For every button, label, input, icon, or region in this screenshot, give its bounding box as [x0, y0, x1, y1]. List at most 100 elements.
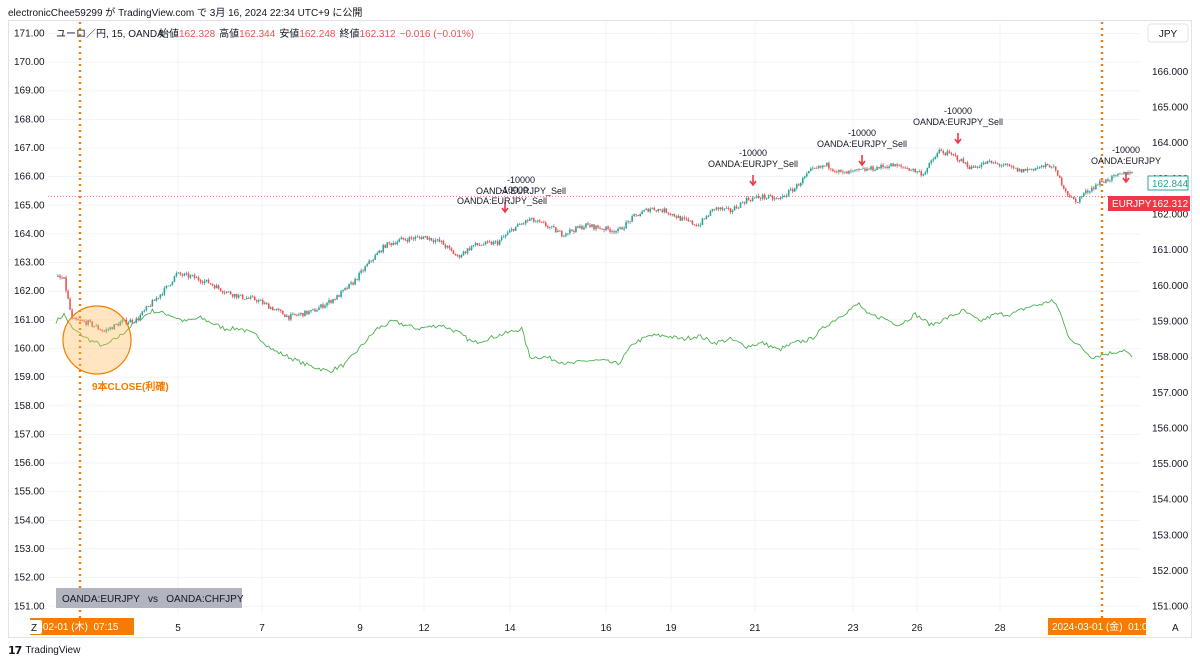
candle-body — [504, 234, 507, 237]
candle-body — [388, 242, 391, 244]
candle-body — [354, 278, 356, 285]
candle-body — [139, 314, 142, 320]
candle-body — [298, 314, 300, 316]
candle-body — [787, 190, 790, 196]
trade-markers: -10000OANDA:EURJPY_Sell-10000OANDA:EURJP… — [457, 106, 1161, 214]
candle-body — [900, 165, 902, 167]
candle-body — [1115, 174, 1117, 176]
candle-body — [324, 305, 326, 308]
candle-body — [400, 237, 403, 240]
candle-body — [448, 246, 451, 249]
left-axis-tick: 152.00 — [14, 573, 45, 584]
candle-body — [922, 174, 925, 176]
candle-body — [374, 255, 376, 260]
candle-body — [276, 309, 278, 310]
end-time-badge — [1048, 618, 1146, 635]
published-by: electronicChee59299 が TradingView.com で … — [8, 8, 363, 19]
candle-body — [450, 248, 453, 251]
candle-body — [211, 284, 214, 286]
candle-body — [753, 197, 756, 199]
candle-body — [743, 202, 746, 204]
candle-body — [278, 309, 280, 310]
candle-body — [534, 221, 537, 223]
candle-body — [163, 287, 166, 295]
candle-body — [747, 197, 750, 201]
candle-body — [512, 228, 515, 231]
candle-body — [241, 294, 244, 300]
axis-mode-left-button[interactable] — [26, 620, 42, 634]
candle-body — [402, 237, 405, 240]
right-axis-tick: 159.000 — [1152, 316, 1189, 327]
candle-body — [480, 244, 483, 246]
candle-body — [565, 233, 567, 236]
candle-body — [822, 165, 824, 168]
candle-body — [432, 240, 435, 242]
candle-body — [75, 317, 77, 320]
currency-button[interactable] — [1147, 23, 1189, 43]
candle-body — [203, 280, 206, 284]
candle-body — [237, 295, 240, 298]
candle-body — [713, 208, 716, 210]
left-axis-tick: 165.00 — [14, 200, 45, 211]
candle-body — [528, 218, 531, 221]
candle-body — [557, 230, 559, 233]
candle-body — [223, 292, 226, 294]
close-annotation-circle[interactable] — [62, 305, 132, 375]
candle-body — [661, 210, 664, 213]
candle-body — [267, 303, 270, 309]
close-value: 162.312 — [359, 29, 396, 40]
time-axis-tick: 14 — [504, 623, 516, 634]
candle-body — [155, 298, 158, 301]
axis-mode-right-button[interactable] — [1168, 620, 1184, 634]
candle-body — [657, 209, 660, 212]
candle-body — [818, 165, 820, 168]
candle-body — [759, 197, 762, 199]
candle-body — [936, 153, 939, 157]
candle-body — [569, 229, 571, 234]
candle-body — [121, 320, 124, 323]
trade-marker-label: OANDA:EURJPY_Sell — [817, 139, 907, 149]
candle-body — [868, 168, 870, 170]
candle-body — [974, 166, 977, 168]
candle-body — [111, 327, 114, 330]
candle-body — [263, 302, 266, 304]
candle-body — [1070, 196, 1073, 198]
candle-body — [1024, 168, 1027, 171]
left-axis-tick: 168.00 — [14, 114, 45, 125]
candle-body — [175, 272, 178, 277]
candle-body — [213, 285, 216, 289]
chart-frame[interactable] — [8, 20, 1192, 638]
candle-body — [492, 241, 495, 245]
tradingview-brand: TradingView — [25, 645, 81, 656]
right-axis-tick: 157.000 — [1152, 388, 1189, 399]
candle-body — [243, 299, 246, 300]
candle-body — [71, 309, 73, 319]
candle-body — [530, 217, 533, 219]
candle-body — [607, 226, 609, 229]
candle-body — [1085, 190, 1087, 194]
candle-body — [1050, 167, 1053, 169]
trade-marker-qty: -10000 — [1112, 145, 1140, 155]
candle-body — [81, 320, 83, 322]
candle-body — [516, 224, 519, 227]
candle-body — [707, 215, 710, 217]
candle-body — [962, 158, 965, 163]
candle-body — [416, 236, 419, 238]
candle-body — [486, 241, 489, 243]
candle-body — [259, 300, 262, 301]
candle-body — [575, 226, 577, 232]
candle-body — [777, 198, 780, 200]
candle-body — [370, 260, 372, 262]
candle-body — [149, 306, 152, 307]
candle-body — [960, 158, 963, 162]
candle-body — [119, 322, 122, 326]
compare-box[interactable] — [56, 588, 242, 608]
candle-body — [793, 188, 796, 192]
candle-body — [1040, 165, 1043, 167]
candle-body — [597, 225, 599, 228]
candle-body — [699, 224, 702, 226]
candle-body — [524, 220, 527, 224]
candle-body — [862, 168, 864, 170]
candle-body — [663, 208, 666, 213]
